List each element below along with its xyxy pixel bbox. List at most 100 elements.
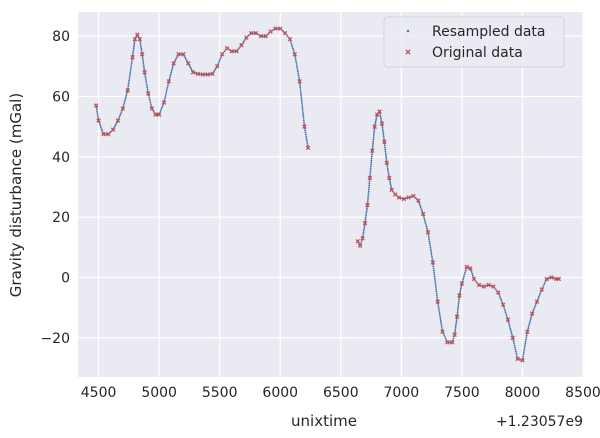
resampled-point — [367, 196, 370, 199]
resampled-point — [302, 117, 305, 120]
resampled-point — [439, 319, 442, 322]
resampled-point — [369, 167, 372, 170]
resampled-point — [380, 117, 382, 120]
resampled-point — [175, 57, 177, 60]
resampled-point — [370, 159, 373, 162]
resampled-point — [435, 292, 438, 295]
original-point — [142, 70, 147, 75]
resampled-point — [281, 29, 284, 32]
resampled-point — [115, 122, 118, 125]
original-point — [556, 276, 562, 282]
original-point — [248, 30, 254, 36]
resampled-point — [508, 324, 511, 327]
resampled-point — [425, 224, 427, 226]
resampled-point — [431, 255, 433, 258]
resampled-point — [544, 281, 546, 284]
resampled-point — [373, 131, 376, 134]
original-point — [549, 275, 554, 280]
resampled-point — [513, 344, 516, 347]
grid-lines — [78, 12, 584, 377]
resampled-point — [444, 337, 447, 340]
resampled-point — [437, 304, 440, 307]
resampled-point — [457, 302, 460, 305]
original-point — [430, 260, 436, 265]
resampled-point — [429, 244, 432, 247]
original-point — [525, 329, 530, 335]
resampled-point — [95, 108, 98, 111]
original-point — [384, 160, 390, 166]
resampled-point — [370, 161, 373, 164]
resampled-point — [160, 108, 163, 111]
resampled-point — [149, 101, 152, 104]
resampled-point — [386, 165, 389, 168]
resampled-point — [533, 307, 536, 310]
legend: Resampled data Original data — [383, 16, 565, 68]
resampled-point — [514, 346, 516, 349]
resampled-point — [382, 129, 384, 132]
resampled-point — [306, 141, 309, 143]
original-point — [244, 35, 249, 40]
resampled-point — [524, 340, 527, 343]
resampled-point — [129, 73, 131, 76]
resampled-point — [125, 93, 128, 95]
resampled-point — [464, 269, 467, 272]
original-point — [544, 276, 549, 282]
resampled-point — [300, 100, 303, 102]
original-point — [171, 61, 176, 66]
resampled-point — [509, 329, 512, 332]
resampled-point — [363, 227, 366, 230]
resampled-point — [370, 163, 372, 166]
original-point — [205, 72, 210, 77]
resampled-point — [434, 279, 436, 281]
original-point — [355, 238, 361, 244]
resampled-point — [301, 104, 304, 106]
resampled-point — [299, 86, 302, 89]
resampled-point — [522, 353, 525, 356]
resampled-point — [150, 103, 152, 106]
resampled-point — [433, 277, 436, 279]
resampled-point — [144, 75, 147, 78]
resampled-point — [113, 125, 116, 128]
original-point — [396, 195, 402, 200]
resampled-point — [296, 68, 299, 71]
resampled-point — [296, 70, 299, 73]
resampled-point — [170, 71, 173, 74]
resampled-point — [418, 203, 421, 205]
resampled-point — [374, 120, 377, 123]
resampled-point — [444, 336, 446, 338]
legend-box — [383, 16, 565, 68]
original-point — [360, 235, 365, 241]
resampled-point — [132, 49, 135, 51]
resampled-point — [440, 323, 443, 326]
original-point — [445, 340, 450, 345]
resampled-point — [365, 211, 368, 214]
original-point — [393, 192, 398, 197]
resampled-point — [510, 333, 513, 336]
resampled-point — [300, 96, 303, 99]
resampled-point — [161, 105, 164, 107]
resampled-point — [455, 319, 458, 322]
resampled-point — [528, 323, 531, 326]
original-point — [534, 299, 540, 304]
resampled-point — [434, 285, 437, 287]
resampled-point — [306, 143, 309, 145]
resampled-point — [290, 42, 293, 44]
resampled-point — [123, 102, 126, 104]
resampled-point — [527, 327, 530, 330]
resampled-point — [414, 197, 417, 200]
resampled-point — [368, 182, 371, 185]
original-point — [166, 79, 172, 84]
resampled-point — [297, 72, 300, 75]
resampled-point — [295, 61, 298, 63]
resampled-point — [247, 34, 250, 37]
resampled-point — [433, 271, 435, 274]
resampled-point — [142, 64, 145, 66]
resampled-point — [372, 135, 375, 137]
original-point — [110, 127, 116, 132]
resampled-point — [429, 248, 432, 251]
resampled-point — [176, 56, 178, 59]
resampled-point — [423, 218, 426, 221]
original-point — [515, 356, 520, 362]
resampled-point — [109, 131, 112, 133]
